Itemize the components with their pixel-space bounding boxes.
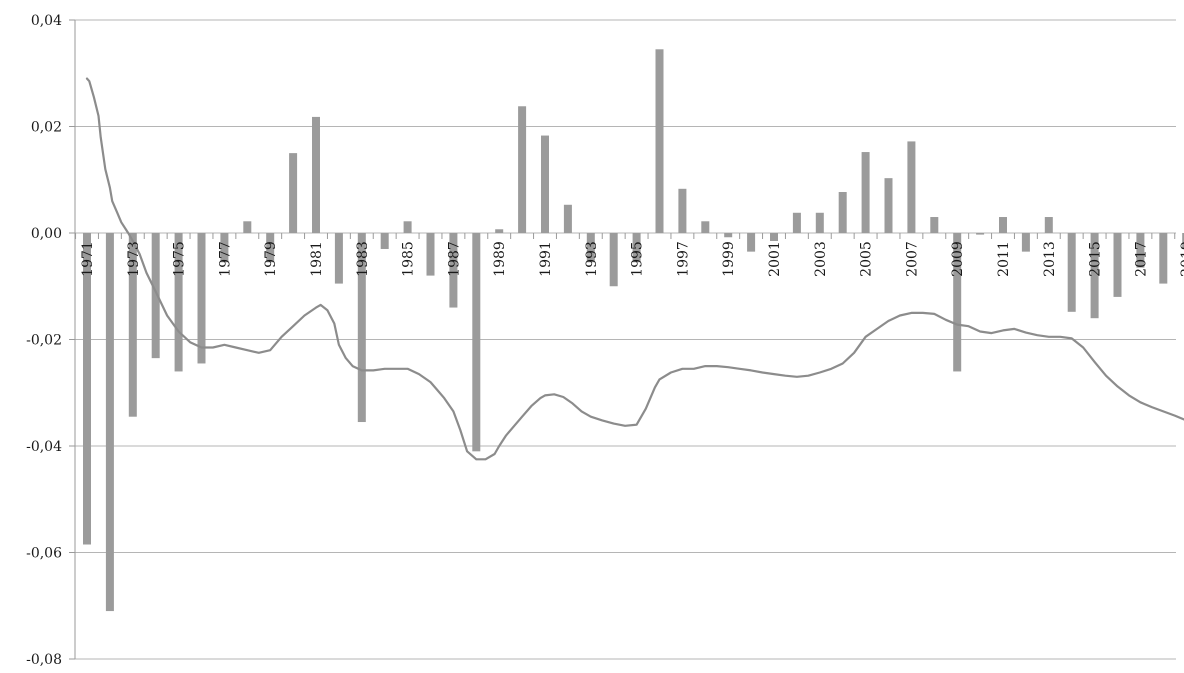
x-tick-label: 2005 xyxy=(859,241,875,277)
bar-1975 xyxy=(174,233,183,372)
x-tick-label: 1989 xyxy=(492,241,508,277)
x-tick-label: 1983 xyxy=(355,241,371,277)
x-tick-label: 1977 xyxy=(217,241,233,277)
bar-2013 xyxy=(1044,217,1053,233)
y-tick-label: -0,04 xyxy=(26,439,62,455)
bar-1972 xyxy=(105,233,114,612)
bar-2015 xyxy=(1090,233,1099,319)
bar-1999 xyxy=(724,233,733,238)
bar-1980 xyxy=(289,153,298,233)
x-tick-label: 1981 xyxy=(309,241,325,277)
bar-1977 xyxy=(220,233,229,263)
bar-1974 xyxy=(151,233,160,359)
bar-1989 xyxy=(495,229,504,233)
x-tick-label: 2007 xyxy=(904,241,920,277)
y-tick-label: -0,06 xyxy=(26,546,62,562)
bar-1984 xyxy=(380,233,389,249)
bar-1990 xyxy=(518,106,527,233)
x-tick-label: 1973 xyxy=(126,241,142,277)
x-tick-label: 1991 xyxy=(538,241,554,277)
y-tick-label: 0,02 xyxy=(31,120,62,136)
x-tick-label: 2003 xyxy=(813,241,829,277)
y-tick-label: -0,08 xyxy=(26,652,62,668)
bar-1976 xyxy=(197,233,206,364)
bar-1995 xyxy=(632,233,641,263)
x-tick-label: 1999 xyxy=(721,241,737,277)
x-tick-label: 1997 xyxy=(675,241,691,277)
x-tick-label: 2013 xyxy=(1042,241,1058,277)
bar-2014 xyxy=(1067,233,1076,312)
bar-2001 xyxy=(770,233,778,241)
bar-1971 xyxy=(83,233,91,545)
bar-1987 xyxy=(449,233,458,308)
gridlines xyxy=(75,19,1176,660)
bar-1996 xyxy=(655,49,664,233)
bar-1981 xyxy=(312,116,320,233)
x-tick-label: 1985 xyxy=(401,241,417,277)
bar-2000 xyxy=(747,233,756,252)
bar-2011 xyxy=(999,217,1007,233)
x-tick-label: 2019 xyxy=(1179,241,1184,277)
trend-line xyxy=(85,77,1184,461)
bar-2009 xyxy=(953,233,962,372)
bar-1991 xyxy=(541,135,549,233)
bar-1986 xyxy=(426,233,435,276)
bar-1983 xyxy=(357,233,366,423)
x-tick-label: 1975 xyxy=(172,241,188,277)
x-tick-label: 2009 xyxy=(950,241,966,277)
bar-2017 xyxy=(1136,233,1145,268)
bar-1973 xyxy=(128,233,137,417)
bar-2006 xyxy=(884,178,893,233)
bar-2010 xyxy=(976,233,985,235)
x-tick-label: 2017 xyxy=(1133,241,1149,277)
bar-1992 xyxy=(563,204,572,233)
bar-1994 xyxy=(609,233,618,287)
bar-2005 xyxy=(861,152,870,233)
bar-1982 xyxy=(334,233,343,284)
bar-1997 xyxy=(678,188,687,233)
bar-2002 xyxy=(792,212,801,233)
y-tick-label: -0,02 xyxy=(26,333,62,349)
line-series xyxy=(85,77,1184,461)
tick-labels: 0,04 0,02 0,00 -0,02 -0,04 -0,06 -0,08 1971 1973… xyxy=(26,13,1184,668)
x-tick-label: 2001 xyxy=(767,241,783,277)
bar-2016 xyxy=(1113,233,1122,297)
x-tick-label: 2011 xyxy=(996,241,1012,277)
bar-2012 xyxy=(1021,233,1030,252)
y-tick-label: 0,00 xyxy=(31,226,62,242)
axes xyxy=(69,19,1176,660)
bar-2007 xyxy=(907,141,916,233)
bar-1979 xyxy=(266,233,275,263)
bar-1978 xyxy=(243,221,252,233)
x-tick-label: 1993 xyxy=(584,241,600,277)
bar-1988 xyxy=(472,233,481,452)
x-tick-label: 2015 xyxy=(1088,241,1104,277)
x-tick-label: 1995 xyxy=(630,241,646,277)
bar-1993 xyxy=(586,233,595,263)
bar-2019 xyxy=(1182,233,1184,249)
x-tick-label: 1971 xyxy=(80,241,96,277)
x-tick-label: 1979 xyxy=(263,241,279,277)
bar-2008 xyxy=(930,217,939,233)
bar-2003 xyxy=(815,212,824,233)
bar-1998 xyxy=(701,221,710,233)
bar-series xyxy=(83,49,1184,612)
bar-2018 xyxy=(1159,233,1168,284)
y-tick-label: 0,04 xyxy=(31,13,62,29)
bar-1985 xyxy=(403,221,412,233)
bar-2004 xyxy=(838,191,847,233)
x-tick-label: 1987 xyxy=(446,241,462,277)
